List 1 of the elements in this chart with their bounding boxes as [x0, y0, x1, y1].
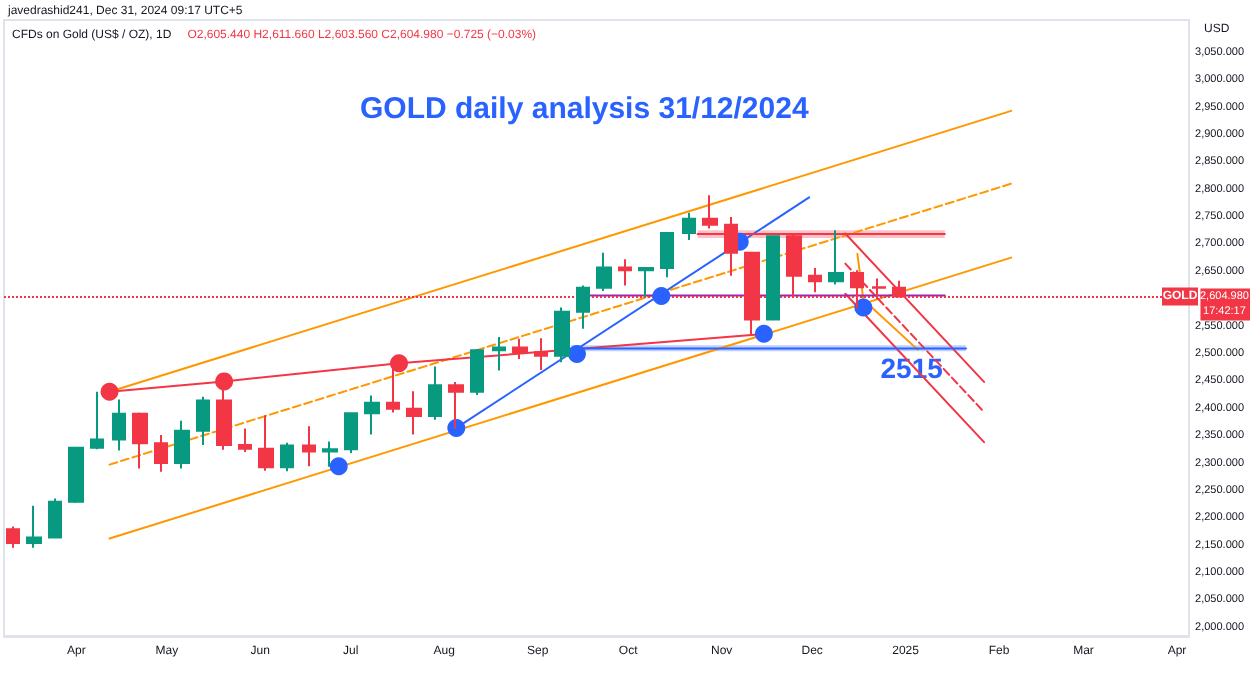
text: GOLD daily analysis 31/12/2024	[360, 92, 810, 126]
